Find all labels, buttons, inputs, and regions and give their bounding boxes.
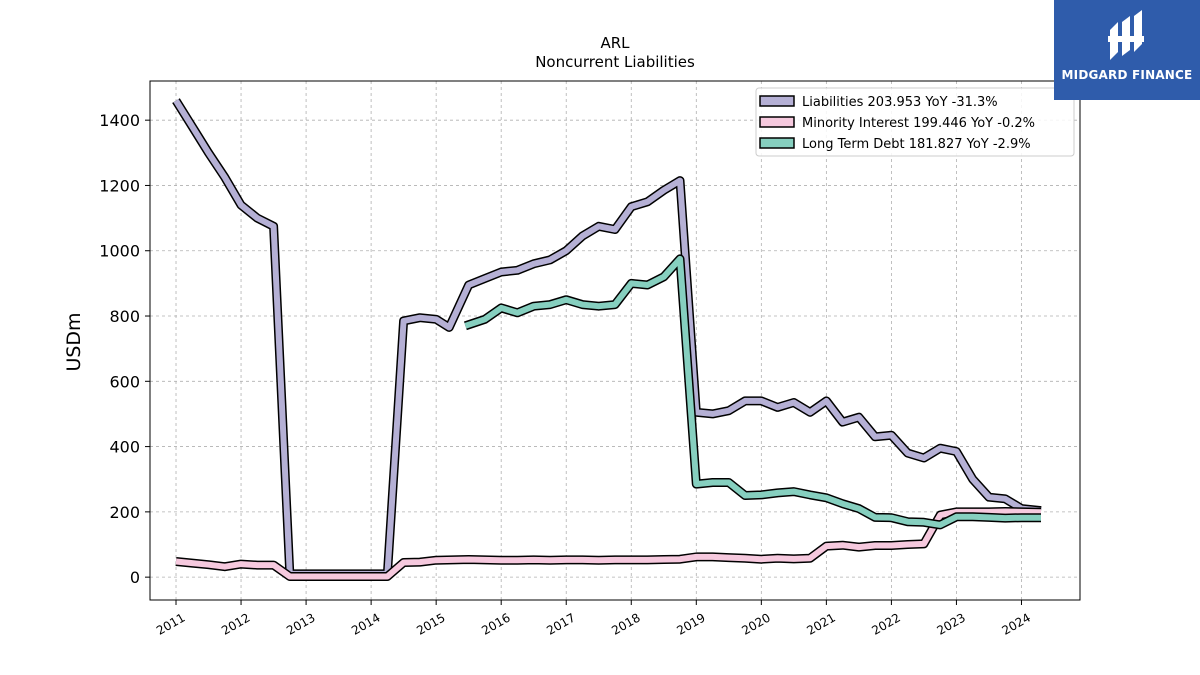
legend-swatch <box>759 95 795 107</box>
series-outline-long-term-debt <box>463 254 1041 530</box>
chart-subtitle: Noncurrent Liabilities <box>535 53 695 71</box>
x-tick-label: 2014 <box>349 610 382 637</box>
series-layer <box>172 98 1042 581</box>
y-tick-label: 400 <box>109 438 140 457</box>
x-tick-label: 2018 <box>609 610 642 637</box>
y-axis: 0 200 400 600 800 1000 1200 1400 <box>99 111 150 587</box>
legend-label: Liabilities 203.953 YoY -31.3% <box>802 95 998 110</box>
y-tick-label: 0 <box>130 568 140 587</box>
x-tick-label: 2013 <box>284 610 317 637</box>
y-tick-label: 200 <box>109 503 140 522</box>
y-tick-label: 800 <box>109 307 140 326</box>
x-tick-label: 2015 <box>414 610 447 637</box>
series-line-minority-interest <box>175 508 1042 580</box>
x-tick-label: 2012 <box>219 610 252 637</box>
legend-label: Long Term Debt 181.827 YoY -2.9% <box>802 137 1031 152</box>
y-axis-label: USDm <box>63 312 85 371</box>
x-axis: 2011 2012 2013 2014 2015 2016 2017 2018 2019 2020… <box>154 600 1033 638</box>
x-tick-label: 2011 <box>154 610 187 637</box>
logo-mark-icon <box>1108 10 1144 60</box>
x-tick-label: 2023 <box>934 610 967 637</box>
y-tick-label: 1200 <box>99 176 140 195</box>
x-tick-label: 2020 <box>739 610 772 637</box>
x-tick-label: 2017 <box>544 610 577 637</box>
y-tick-label: 1000 <box>99 242 140 261</box>
midgard-finance-logo: MIDGARD FINANCE <box>1054 0 1200 100</box>
legend-swatch <box>759 137 795 149</box>
x-tick-label: 2016 <box>479 610 512 637</box>
x-tick-label: 2022 <box>869 610 902 637</box>
y-tick-label: 1400 <box>99 111 140 130</box>
legend-label: Minority Interest 199.446 YoY -0.2% <box>802 116 1035 131</box>
x-tick-label: 2024 <box>1000 610 1033 637</box>
legend-swatch <box>759 116 795 128</box>
x-tick-label: 2021 <box>804 610 837 637</box>
plot-frame <box>149 80 1081 601</box>
series-line-long-term-debt <box>464 255 1041 528</box>
x-tick-label: 2019 <box>674 610 707 637</box>
legend-box <box>755 87 1075 157</box>
legend: Liabilities 203.953 YoY -31.3% Minority I… <box>755 87 1075 157</box>
logo-text: MIDGARD FINANCE <box>1061 68 1193 82</box>
chart-title: ARL <box>600 34 630 52</box>
y-tick-label: 600 <box>109 372 140 391</box>
